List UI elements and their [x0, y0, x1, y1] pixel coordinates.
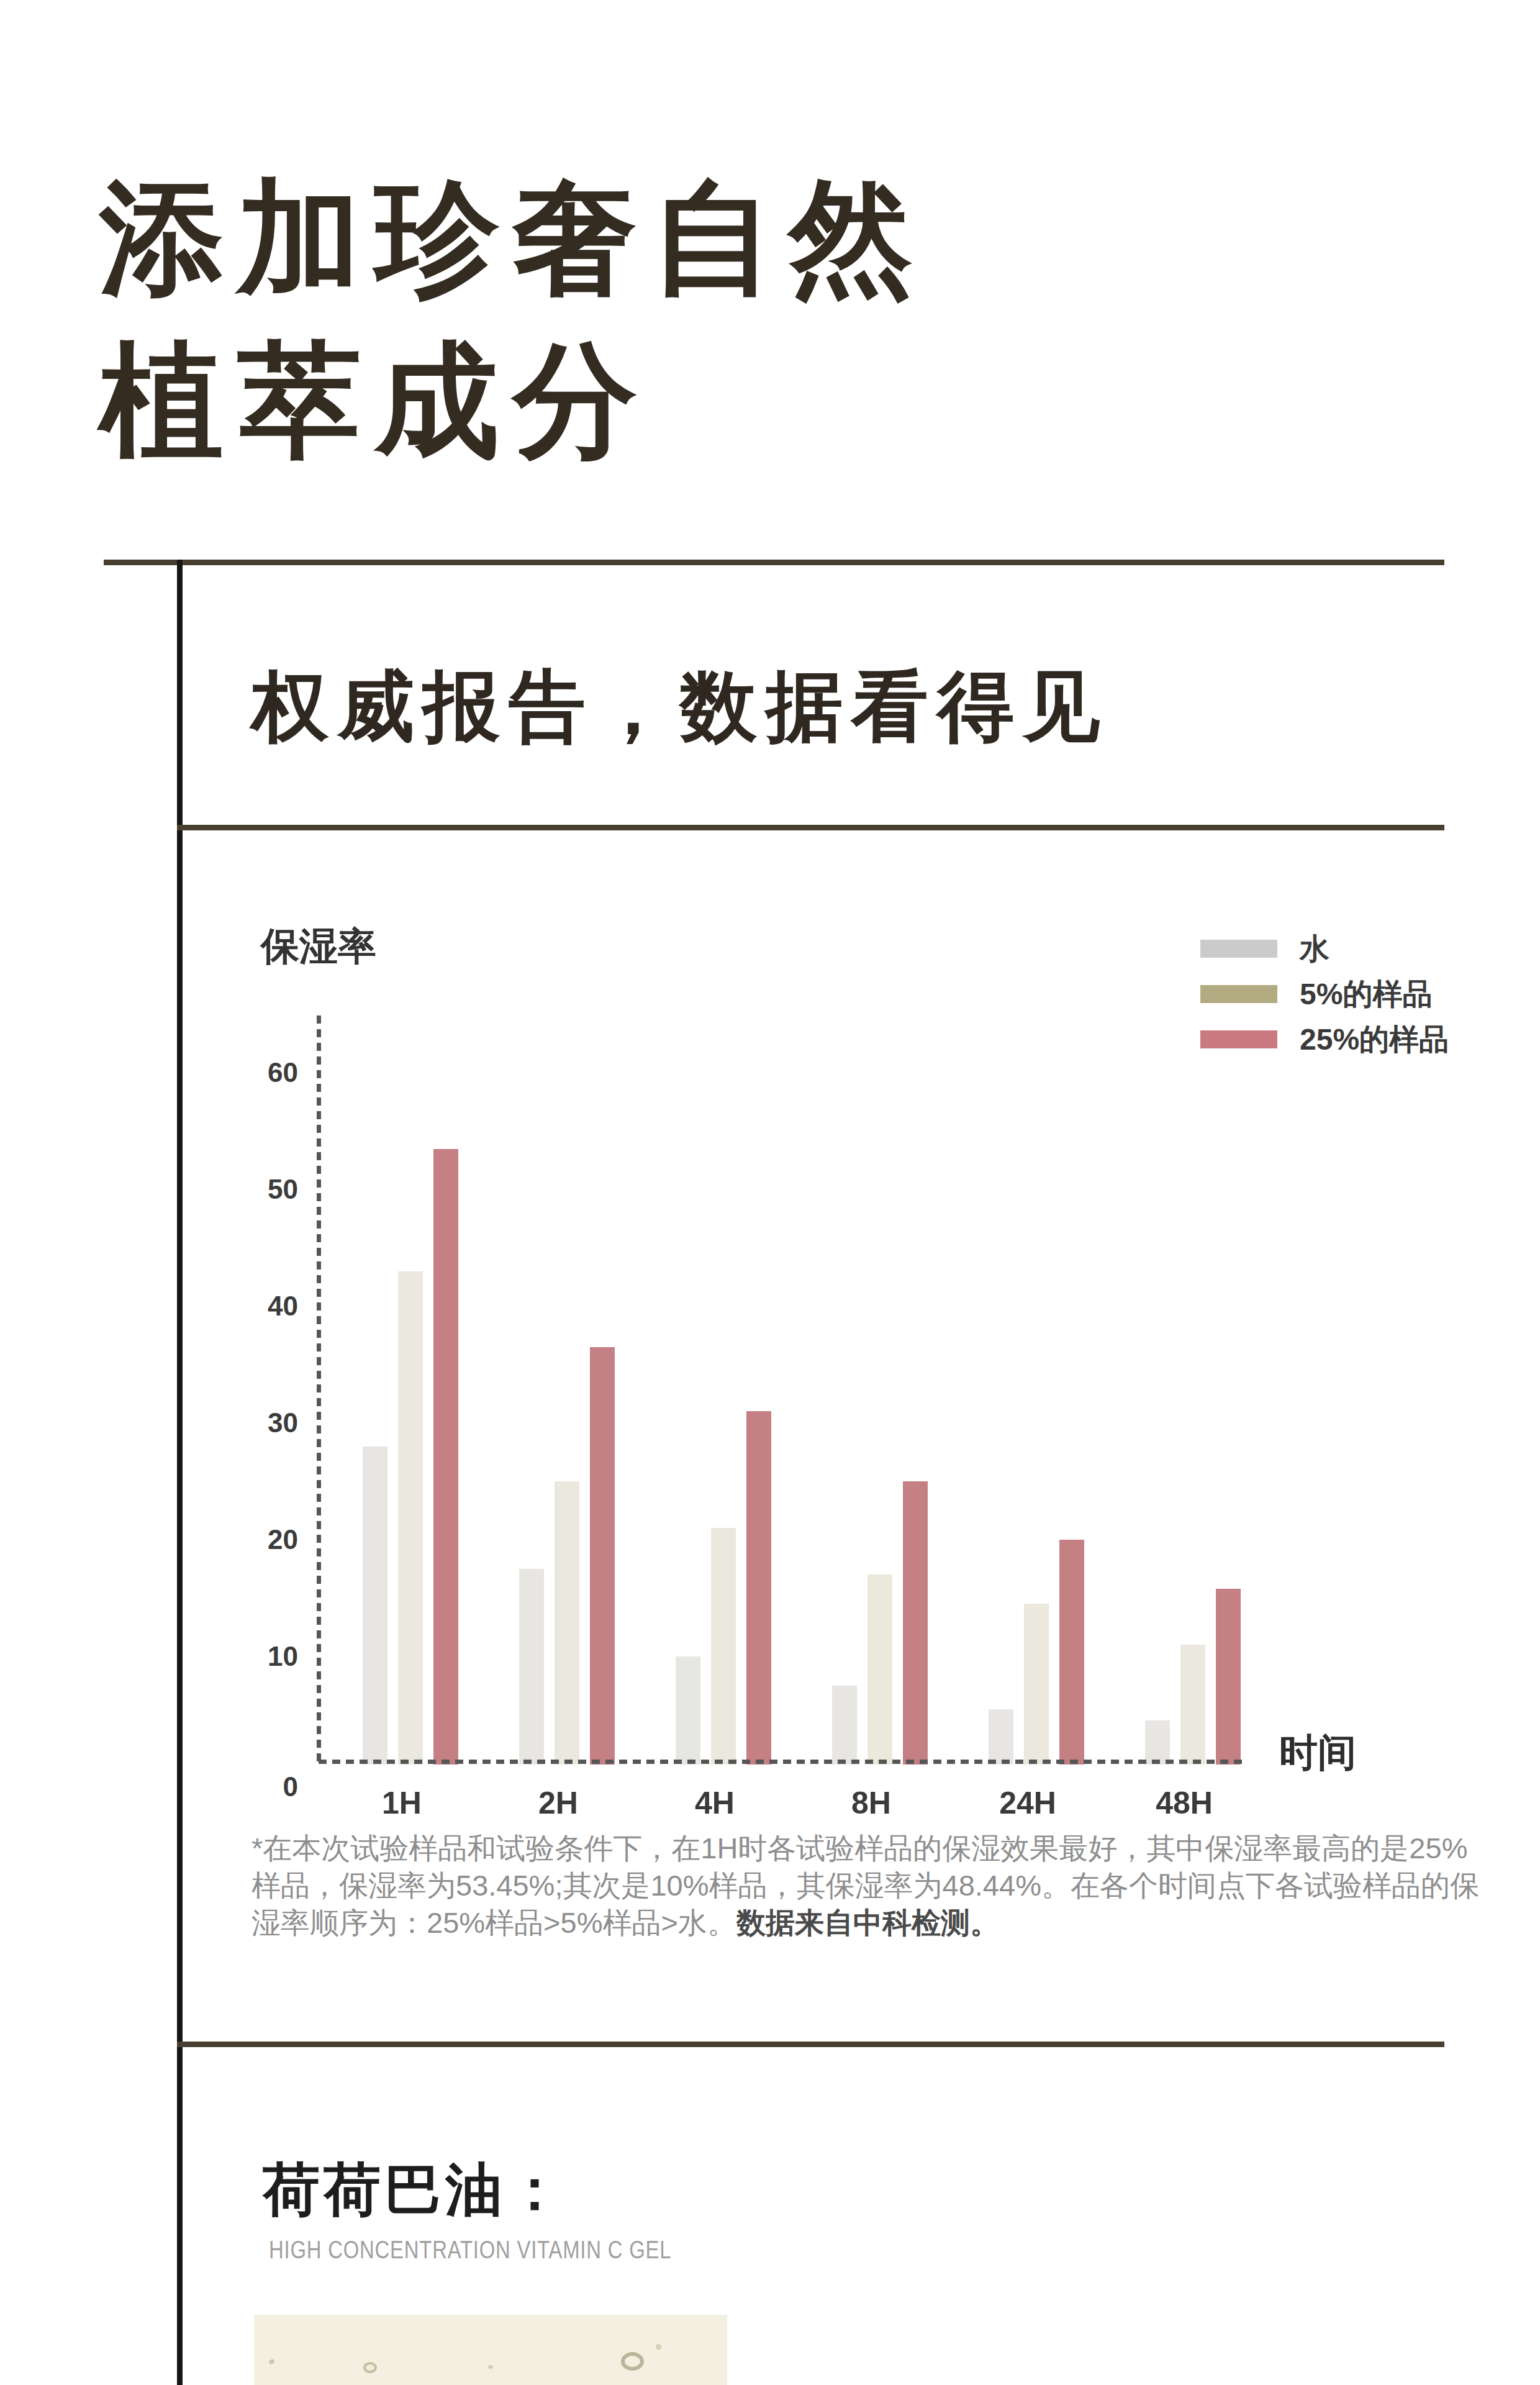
y-tick-label: 20 — [230, 1524, 298, 1555]
footnote-line3-bold: 数据来自中科检测。 — [736, 1906, 999, 1939]
bar-2H-5%的样品 — [555, 1481, 579, 1765]
oil-droplet — [363, 2362, 377, 2373]
legend-label: 水 — [1300, 929, 1329, 969]
bar-2H-水 — [519, 1569, 544, 1765]
x-tick-label: 8H — [822, 1785, 921, 1821]
x-axis-title: 时间 — [1279, 1727, 1356, 1779]
bar-1H-5%的样品 — [398, 1271, 423, 1765]
footnote-line3: 湿率顺序为：25%样品>5%样品>水。数据来自中科检测。 — [251, 1904, 1479, 1942]
bar-8H-25%的样品 — [903, 1481, 928, 1765]
x-tick-label: 4H — [665, 1785, 764, 1821]
bar-8H-水 — [832, 1686, 857, 1765]
legend-label: 25%的样品 — [1300, 1020, 1449, 1060]
bar-1H-25%的样品 — [433, 1149, 458, 1765]
y-tick-label: 60 — [230, 1057, 298, 1088]
bar-48H-25%的样品 — [1216, 1589, 1241, 1765]
y-tick-label: 40 — [230, 1291, 298, 1322]
bar-1H-水 — [363, 1447, 387, 1765]
divider-vertical — [177, 560, 183, 2385]
bar-4H-25%的样品 — [746, 1411, 771, 1765]
y-tick-label: 30 — [230, 1407, 298, 1438]
legend-swatch — [1200, 940, 1277, 958]
legend-swatch — [1200, 985, 1277, 1003]
legend-item: 水 — [1200, 926, 1449, 971]
divider-bottom — [177, 2042, 1444, 2047]
page: 添加珍奢自然 植萃成分 权威报告，数据看得见 保湿率 水5%的样品25%的样品 … — [0, 0, 1540, 2385]
ingredient-subtitle: HIGH CONCENTRATION VITAMIN C GEL — [269, 2236, 671, 2264]
footnote-line2: 样品，保湿率为53.45%;其次是10%样品，其保湿率为48.44%。在各个时间… — [251, 1867, 1479, 1904]
page-title: 添加珍奢自然 植萃成分 — [99, 157, 926, 482]
divider-section — [177, 825, 1444, 830]
page-title-line1: 添加珍奢自然 — [99, 157, 926, 319]
y-tick-label: 0 — [230, 1771, 298, 1802]
x-tick-label: 2H — [509, 1785, 608, 1821]
y-tick-label: 50 — [230, 1174, 298, 1205]
y-axis — [317, 1015, 321, 1764]
x-tick-label: 24H — [978, 1785, 1077, 1821]
bar-4H-水 — [676, 1656, 700, 1765]
bar-24H-水 — [989, 1709, 1013, 1765]
y-tick-label: 10 — [230, 1641, 298, 1672]
oil-droplet — [268, 2358, 275, 2365]
legend-item: 5%的样品 — [1200, 971, 1449, 1017]
footnote: *在本次试验样品和试验条件下，在1H时各试验样品的保湿效果最好，其中保湿率最高的… — [251, 1830, 1479, 1942]
bar-2H-25%的样品 — [590, 1347, 615, 1765]
legend-label: 5%的样品 — [1300, 974, 1432, 1014]
bar-24H-25%的样品 — [1059, 1540, 1084, 1765]
x-axis — [319, 1760, 1248, 1764]
x-tick-label: 1H — [352, 1785, 451, 1821]
page-title-line2: 植萃成分 — [99, 319, 926, 482]
bar-8H-5%的样品 — [867, 1574, 892, 1765]
bar-48H-水 — [1145, 1720, 1170, 1765]
bar-24H-5%的样品 — [1024, 1604, 1049, 1765]
oil-droplet — [656, 2344, 661, 2350]
footnote-line1: *在本次试验样品和试验条件下，在1H时各试验样品的保湿效果最好，其中保湿率最高的… — [251, 1830, 1479, 1867]
oil-droplet — [621, 2352, 644, 2371]
divider-top — [104, 560, 1444, 565]
legend-item: 25%的样品 — [1200, 1017, 1449, 1062]
bar-48H-5%的样品 — [1180, 1645, 1205, 1765]
ingredient-title: 荷荷巴油： — [263, 2151, 567, 2228]
bar-4H-5%的样品 — [711, 1528, 736, 1765]
x-tick-label: 48H — [1135, 1785, 1234, 1821]
footnote-line3-regular: 湿率顺序为：25%样品>5%样品>水。 — [251, 1906, 736, 1939]
legend: 水 5%的样品 25%的样品 — [1200, 926, 1449, 1062]
section-title: 权威报告，数据看得见 — [251, 656, 1108, 760]
oil-droplet — [488, 2365, 493, 2369]
legend-swatch — [1200, 1030, 1277, 1048]
chart-y-axis-title: 保湿率 — [261, 920, 376, 973]
product-photo — [254, 2315, 727, 2385]
